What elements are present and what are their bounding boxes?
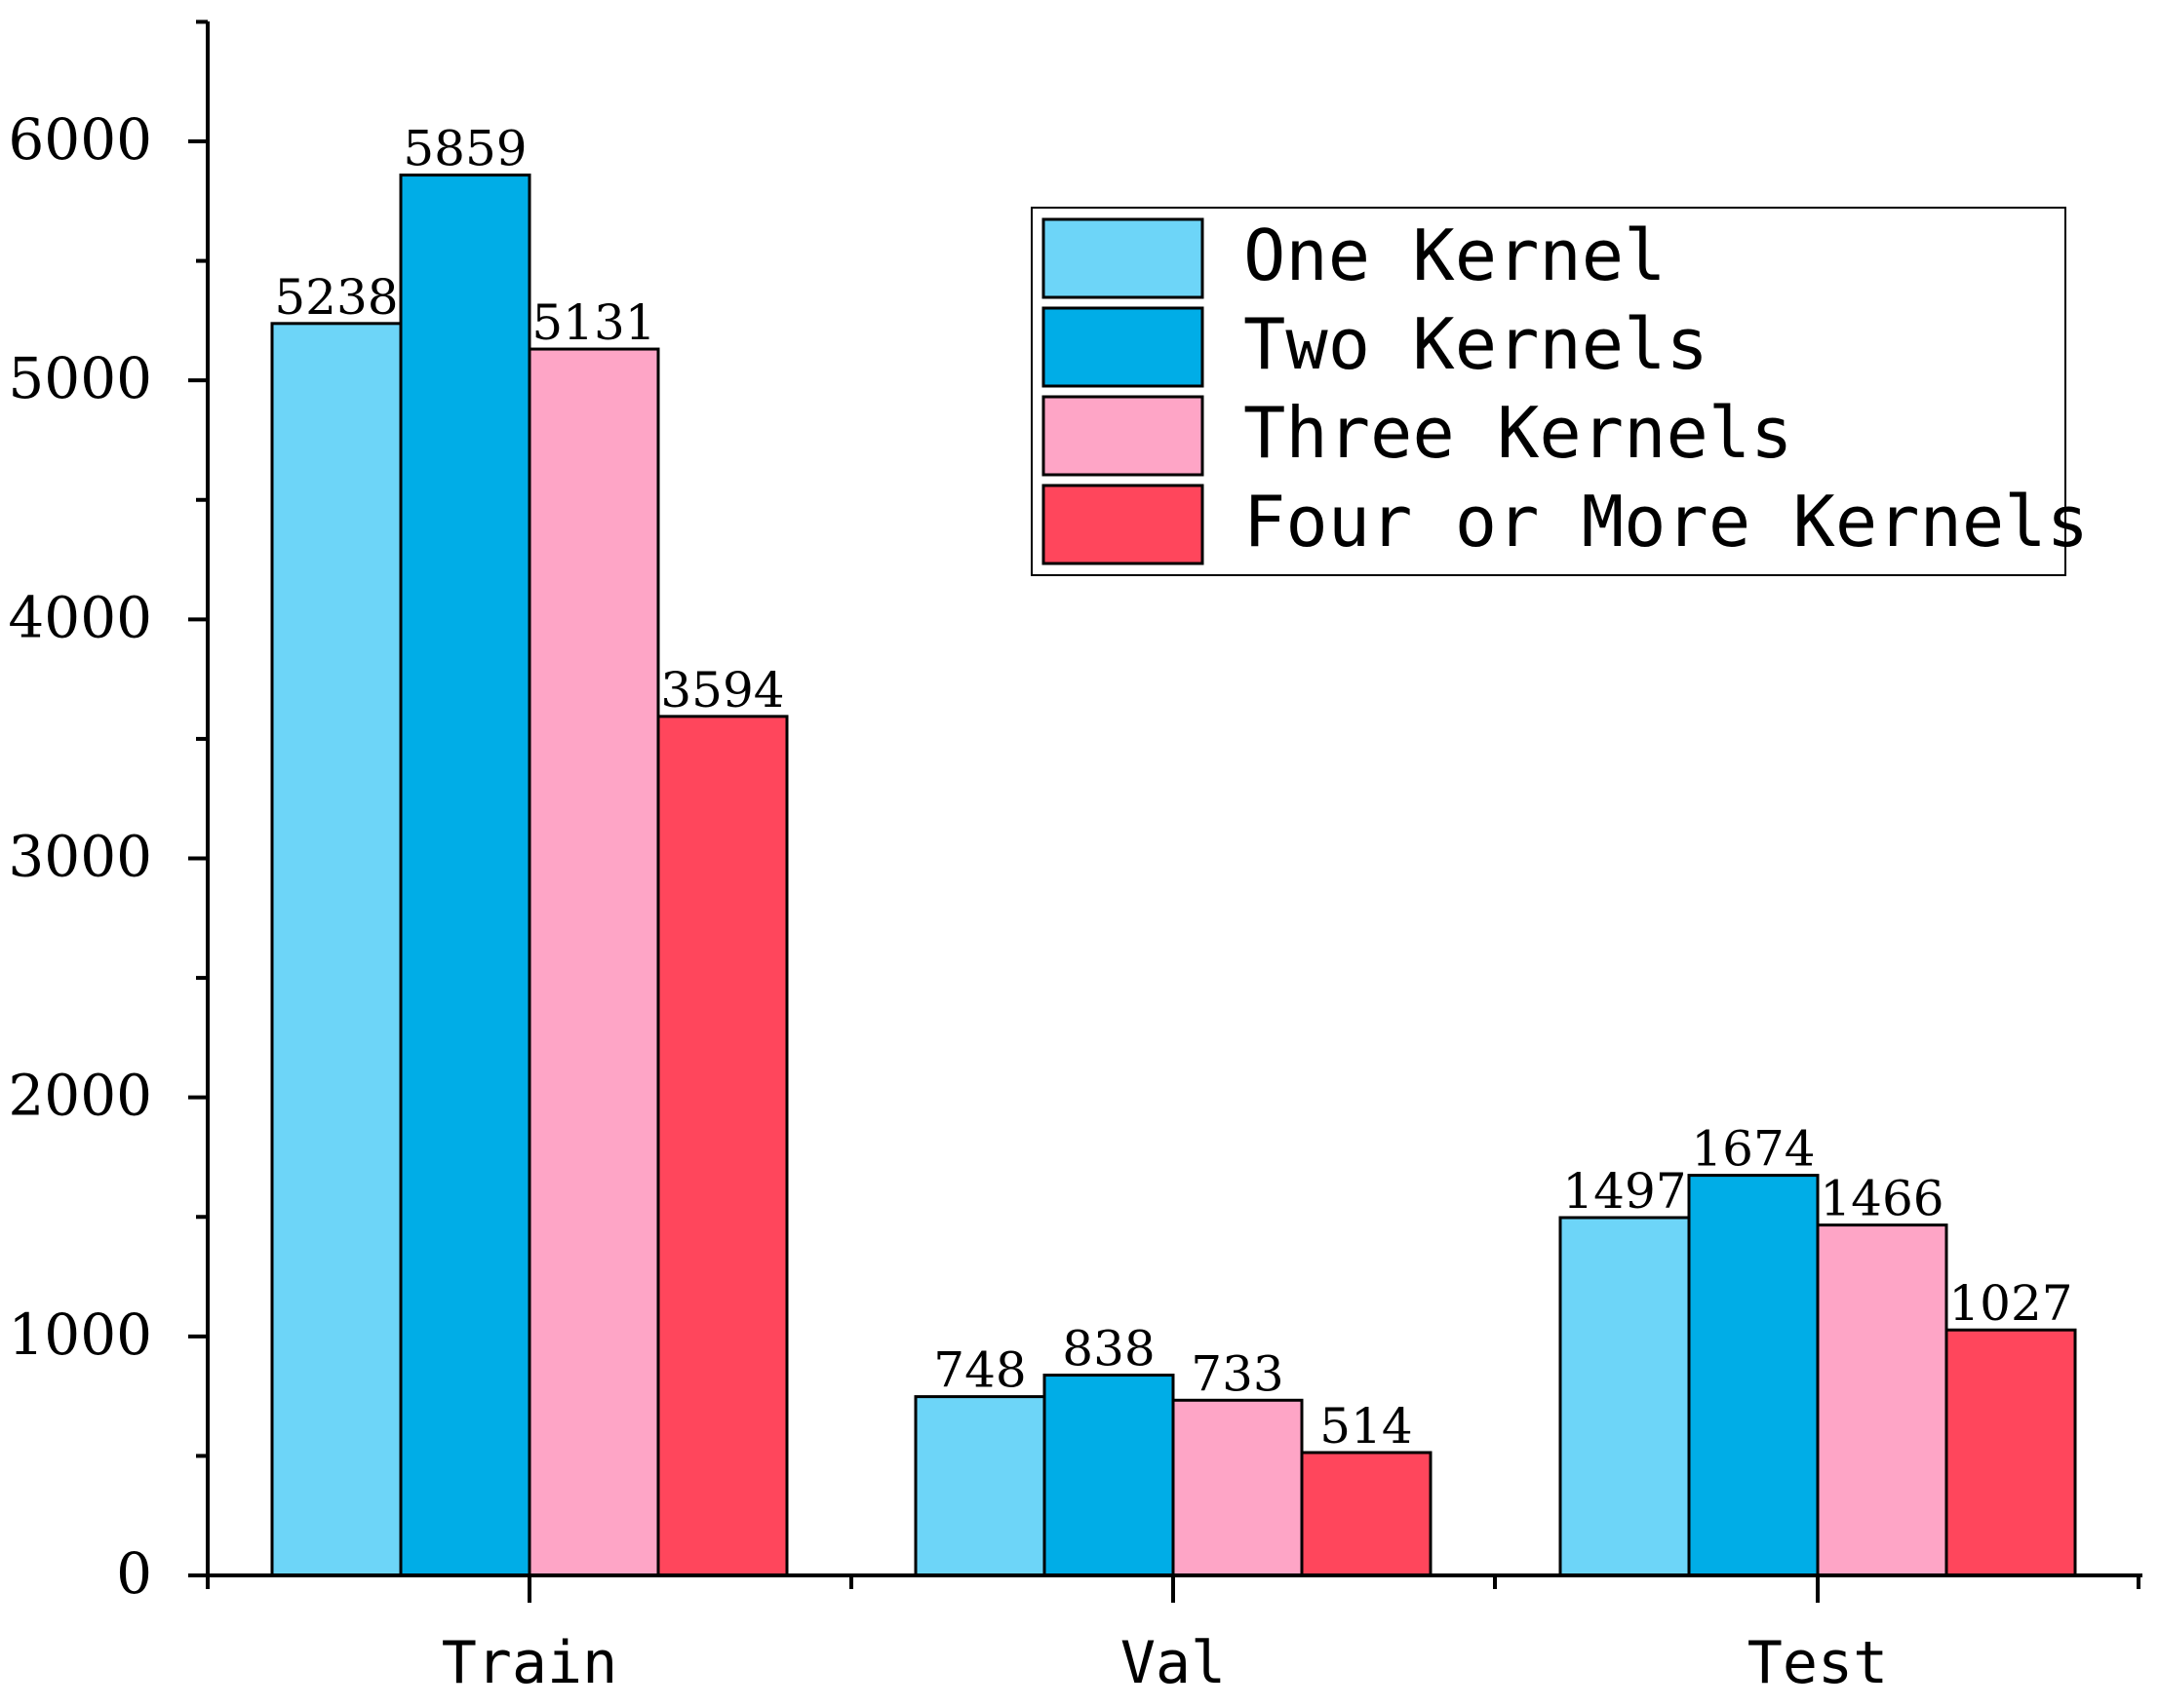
data-labels-group: 5238 5859 5131 3594 748 838 733 514 149716741466…	[274, 121, 2072, 1455]
data-label: 1674	[1691, 1121, 1815, 1178]
bar-train-1	[270, 322, 403, 1577]
data-label: 1027	[1948, 1275, 2072, 1332]
bar-test-4	[1944, 1328, 2077, 1577]
x-tick-label: Train	[442, 1629, 618, 1697]
bars-group	[270, 174, 2077, 1577]
data-label: 3594	[660, 662, 784, 718]
y-tick-label: 5000	[8, 345, 152, 411]
legend-swatch	[1041, 395, 1204, 477]
data-label: 1466	[1820, 1171, 1943, 1227]
bar-test-1	[1558, 1216, 1691, 1577]
data-label: 5131	[531, 294, 655, 351]
bar-val-3	[1171, 1398, 1304, 1577]
legend-label: Two Kernels	[1243, 303, 1708, 385]
legend-swatch	[1041, 306, 1204, 388]
data-label: 5238	[274, 269, 398, 326]
legend-label: Four or More Kernels	[1243, 481, 2089, 563]
bar-test-2	[1687, 1174, 1820, 1577]
y-tick-label: 2000	[8, 1063, 152, 1129]
legend-box	[1031, 207, 2066, 576]
x-tick-label: Val	[1120, 1629, 1226, 1697]
y-tick-label: 4000	[8, 584, 152, 650]
bar-train-2	[399, 174, 531, 1577]
data-label: 514	[1319, 1398, 1412, 1455]
bar-train-4	[656, 715, 789, 1577]
x-tick-label: Test	[1747, 1629, 1889, 1697]
bar-val-2	[1042, 1374, 1175, 1577]
y-tick-label: 0	[116, 1540, 152, 1607]
bar-val-1	[914, 1395, 1046, 1577]
legend-swatch	[1041, 217, 1204, 299]
data-label: 1497	[1562, 1163, 1686, 1220]
y-tick-label: 6000	[8, 106, 152, 173]
axes-group: 0 1000 2000 3000 4000 5000 6000 Train Val Test	[8, 19, 2142, 1697]
bar-val-4	[1300, 1451, 1433, 1577]
data-label: 733	[1191, 1345, 1283, 1402]
y-tick-label: 3000	[8, 824, 152, 890]
y-tick-label: 1000	[8, 1301, 152, 1368]
bar-train-3	[528, 347, 660, 1577]
data-label: 5859	[403, 121, 527, 177]
legend-label: Three Kernels	[1243, 392, 1793, 474]
data-label: 748	[933, 1342, 1026, 1399]
bar-test-3	[1816, 1223, 1948, 1577]
legend-label: One Kernel	[1243, 214, 1666, 296]
data-label: 838	[1062, 1321, 1155, 1378]
legend-swatch	[1041, 484, 1204, 565]
